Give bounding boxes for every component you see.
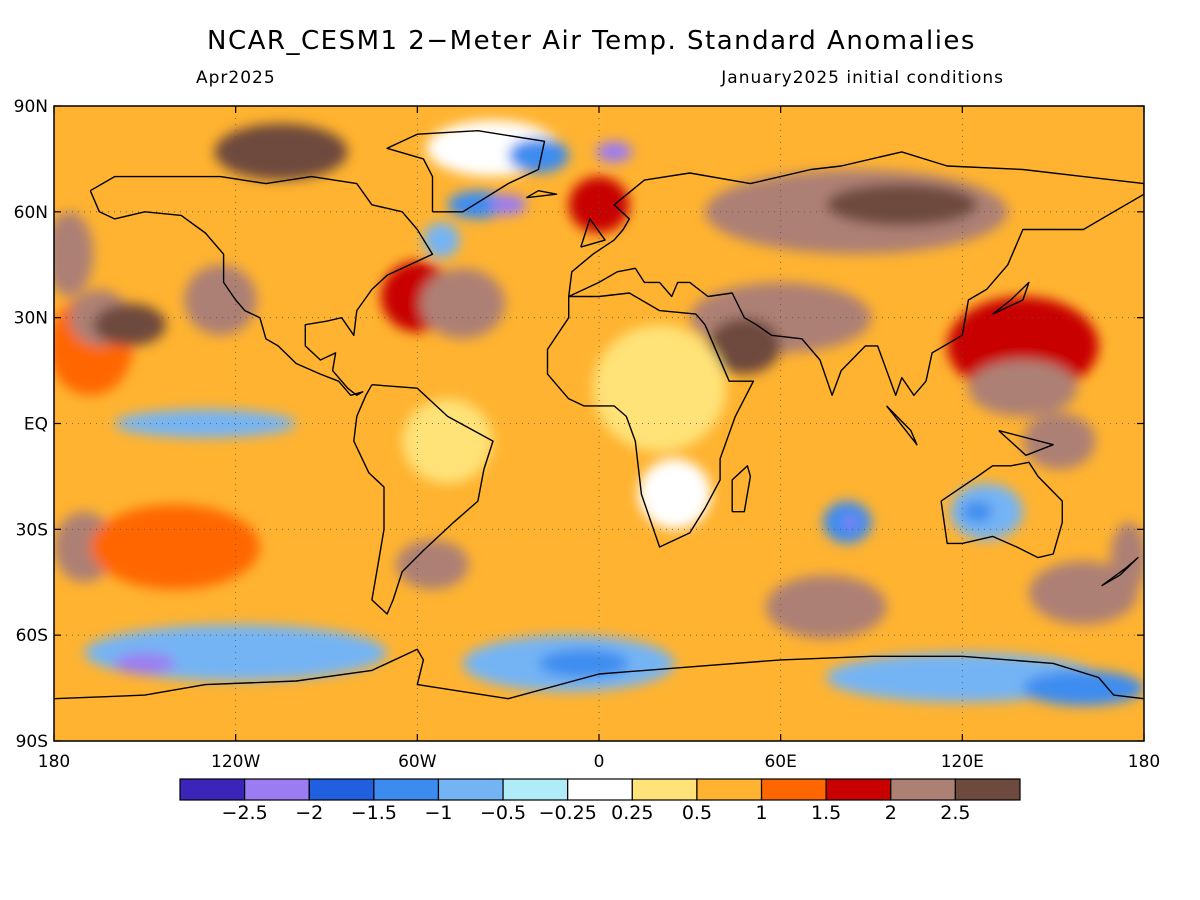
lon-tick-label: 180 bbox=[1128, 752, 1160, 772]
lat-tick-label: EQ bbox=[24, 415, 48, 435]
colorbar-label: −0.5 bbox=[480, 802, 526, 824]
coastline bbox=[886, 405, 918, 446]
coastline bbox=[731, 465, 752, 513]
colorbar-swatch bbox=[760, 778, 827, 801]
colorbar bbox=[179, 778, 1021, 801]
coastline bbox=[568, 151, 1144, 396]
colorbar-swatch bbox=[696, 778, 763, 801]
lat-tick-label: 60N bbox=[14, 203, 48, 223]
anomaly-region bbox=[968, 360, 1078, 417]
coastline bbox=[1101, 556, 1139, 587]
anomaly-region bbox=[568, 176, 630, 233]
map-title: NCAR_CESM1 2−Meter Air Temp. Standard An… bbox=[207, 26, 976, 56]
coastline bbox=[940, 461, 1063, 559]
initial-conditions: January2025 initial conditions bbox=[721, 68, 1004, 88]
colorbar-label: −1 bbox=[424, 802, 452, 824]
colorbar-label: 2.5 bbox=[940, 802, 970, 824]
anomaly-region bbox=[595, 141, 633, 163]
colorbar-label: −1.5 bbox=[351, 802, 397, 824]
anomaly-region bbox=[844, 516, 857, 528]
anomaly-region bbox=[490, 194, 527, 216]
anomaly-region bbox=[93, 303, 167, 346]
anomaly-region bbox=[90, 504, 260, 590]
anomaly-region bbox=[1022, 412, 1096, 470]
lat-tick-label: 30S bbox=[16, 520, 48, 540]
coastline bbox=[353, 384, 494, 615]
anomaly-region bbox=[1110, 522, 1144, 593]
anomaly-region bbox=[765, 575, 887, 639]
coastline bbox=[992, 281, 1030, 315]
coastline bbox=[580, 218, 606, 248]
colorbar-swatch bbox=[567, 778, 633, 801]
anomaly-region bbox=[508, 137, 569, 174]
colorbar-label: −2 bbox=[295, 802, 323, 824]
colorbar-label: −0.25 bbox=[539, 802, 597, 824]
anomaly-region bbox=[1028, 561, 1138, 625]
anomaly-region bbox=[114, 409, 297, 438]
coastline bbox=[89, 175, 434, 396]
lon-tick-label: 180 bbox=[38, 752, 70, 772]
colorbar-swatch bbox=[373, 778, 440, 801]
colorbar-label: 0.25 bbox=[611, 802, 653, 824]
coastline bbox=[546, 292, 755, 548]
colorbar-swatch bbox=[179, 778, 246, 801]
lat-tick-label: 90S bbox=[16, 732, 48, 752]
lon-tick-label: 0 bbox=[594, 752, 605, 772]
forecast-month: Apr2025 bbox=[196, 68, 276, 88]
anomaly-region bbox=[708, 317, 781, 375]
anomaly-region bbox=[214, 123, 348, 181]
colorbar-swatch bbox=[437, 778, 504, 801]
colorbar-swatch bbox=[244, 778, 310, 801]
lat-tick-label: 60S bbox=[16, 626, 48, 646]
lat-tick-label: 30N bbox=[14, 309, 48, 329]
anomaly-region bbox=[962, 501, 993, 523]
colorbar-labels: −2.5 −2 −1.5 −1 −0.5 −0.25 0.25 0.5 1 1.5 2 2.5 bbox=[222, 802, 971, 824]
coastlines bbox=[54, 130, 1144, 700]
colorbar-swatch bbox=[825, 778, 892, 801]
anomaly-region bbox=[114, 652, 176, 674]
coastline bbox=[998, 429, 1054, 456]
anomaly-region bbox=[826, 183, 978, 226]
anomaly-region bbox=[638, 458, 712, 530]
colorbar-swatch bbox=[308, 778, 375, 801]
longitude-axis: 180 120W 60W 0 60E 120E 180 bbox=[38, 106, 1160, 772]
anomaly-region bbox=[1022, 670, 1144, 706]
coastline bbox=[54, 648, 1144, 700]
anomaly-region bbox=[592, 324, 727, 452]
colorbar-label: 0.5 bbox=[682, 802, 712, 824]
colorbar-label: 1.5 bbox=[811, 802, 841, 824]
anomaly-region bbox=[538, 649, 630, 678]
lon-tick-label: 60W bbox=[398, 752, 437, 772]
lon-tick-label: 120W bbox=[211, 752, 260, 772]
colorbar-swatch bbox=[502, 778, 569, 801]
colorbar-label: 2 bbox=[885, 802, 897, 824]
latitude-axis: 90N 60N 30N EQ 30S 60S 90S bbox=[14, 97, 1144, 752]
colorbar-swatch bbox=[631, 778, 698, 801]
lon-tick-label: 60E bbox=[764, 752, 796, 772]
colorbar-swatch bbox=[890, 778, 956, 801]
colorbar-label: −2.5 bbox=[222, 802, 268, 824]
anomaly-regions bbox=[54, 120, 1144, 706]
anomaly-region bbox=[423, 222, 460, 258]
anomaly-region bbox=[54, 211, 94, 297]
anomaly-region bbox=[396, 539, 469, 590]
coastline bbox=[386, 130, 546, 213]
plot-area bbox=[54, 106, 1144, 741]
anomaly-region bbox=[402, 398, 494, 484]
anomaly-region bbox=[420, 268, 506, 339]
lat-tick-label: 90N bbox=[14, 97, 48, 117]
colorbar-label: 1 bbox=[755, 802, 767, 824]
lon-tick-label: 120E bbox=[941, 752, 984, 772]
colorbar-swatch bbox=[954, 778, 1021, 801]
coastline bbox=[525, 190, 558, 199]
anomaly-region bbox=[184, 264, 257, 336]
